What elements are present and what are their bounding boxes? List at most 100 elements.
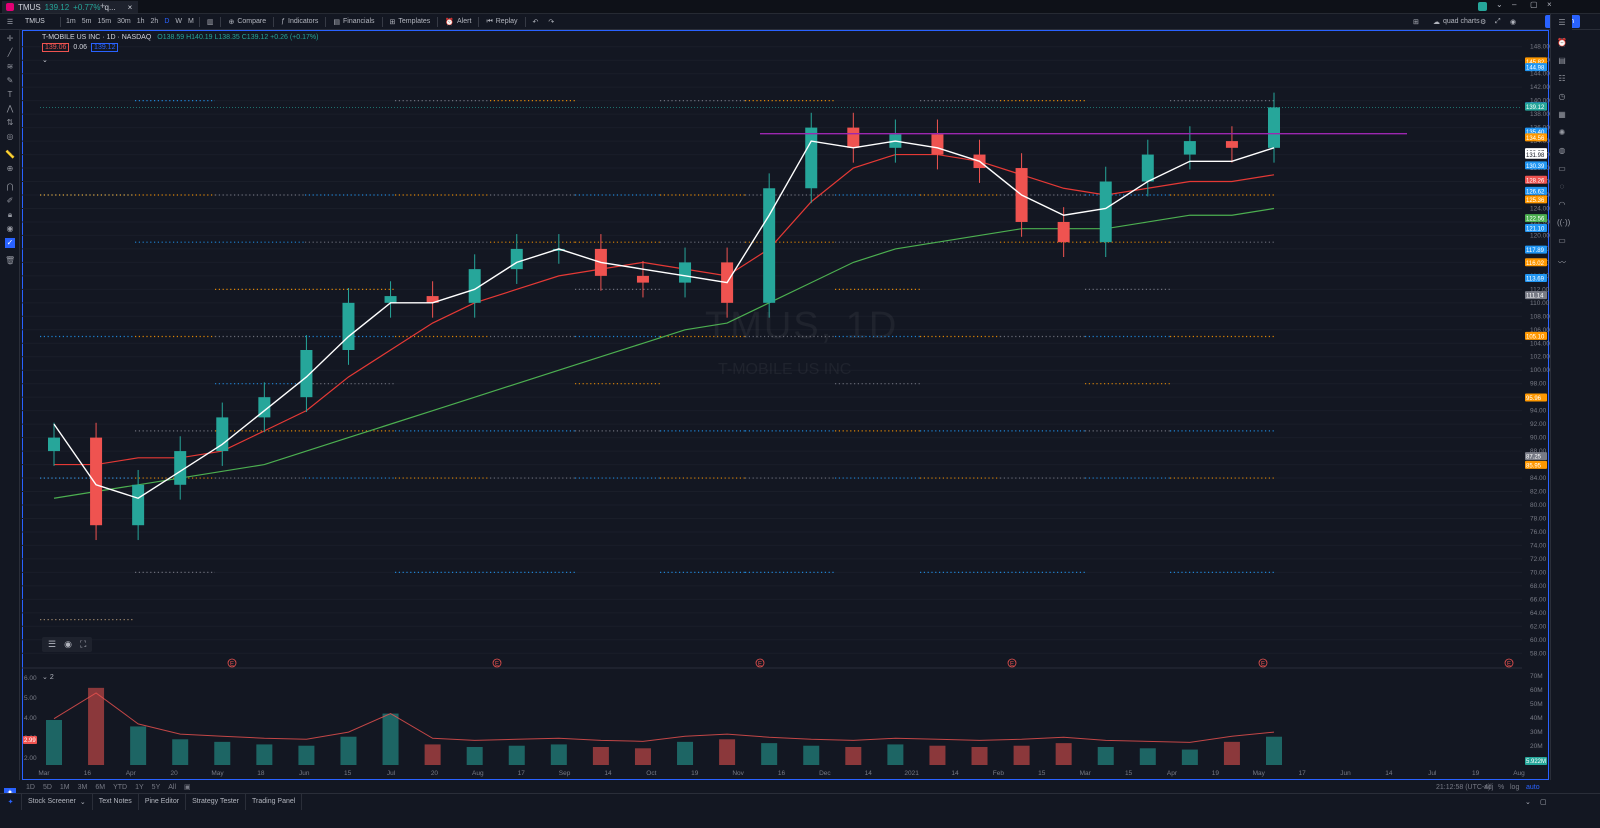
- auto-toggle[interactable]: auto: [1526, 783, 1540, 791]
- clock-time[interactable]: 21:12:58 (UTC-4): [1436, 783, 1491, 791]
- messages-icon[interactable]: ▭: [1558, 236, 1566, 245]
- range-1y[interactable]: 1Y: [135, 783, 144, 791]
- fullscreen-icon[interactable]: ⤢: [1495, 17, 1501, 25]
- bid-button[interactable]: 139.06: [42, 43, 70, 52]
- eye-icon[interactable]: ◎: [6, 132, 14, 141]
- prediction-icon[interactable]: ⇅: [6, 118, 14, 127]
- range-6m[interactable]: 6M: [95, 783, 106, 791]
- notifications-icon[interactable]: ◌: [1559, 182, 1565, 191]
- chat-icon[interactable]: ▭: [1558, 164, 1566, 173]
- close-icon[interactable]: ×: [127, 2, 133, 12]
- chevron-down-icon[interactable]: ⌄: [1496, 0, 1503, 9]
- watchlist-icon[interactable]: ☰: [1558, 18, 1566, 27]
- tradingview-logo-icon[interactable]: ✦: [0, 793, 22, 810]
- interval-m[interactable]: M: [187, 18, 194, 25]
- redo-icon[interactable]: ↷: [548, 18, 555, 26]
- templates-button[interactable]: ⊞ Templates: [385, 14, 436, 30]
- list-icon[interactable]: ☰: [48, 639, 57, 649]
- chart-frame[interactable]: [22, 30, 1549, 780]
- interval-15m[interactable]: 15m: [97, 18, 112, 25]
- new-tab-button[interactable]: +: [100, 1, 106, 11]
- range-all[interactable]: All: [168, 783, 177, 791]
- undo-icon[interactable]: ↶: [532, 18, 539, 26]
- close-window-icon[interactable]: ×: [1547, 0, 1552, 9]
- news-icon[interactable]: ▦: [1558, 110, 1566, 119]
- tab-pine-editor[interactable]: Pine Editor: [139, 793, 187, 810]
- lock-icon[interactable]: 🔒︎: [7, 210, 13, 219]
- layout-grid-icon[interactable]: ⊞: [1413, 18, 1419, 26]
- fib-icon[interactable]: ≋: [6, 62, 14, 71]
- streams-icon[interactable]: ◍: [1558, 146, 1566, 155]
- earnings-marker[interactable]: [755, 658, 765, 668]
- earnings-marker[interactable]: [492, 658, 502, 668]
- interval-1h[interactable]: 1h: [136, 18, 145, 25]
- chevron-down-icon[interactable]: ⌄: [42, 674, 48, 681]
- signal-icon[interactable]: ◠: [1558, 200, 1566, 209]
- interval-2h[interactable]: 2h: [150, 18, 159, 25]
- legend-title[interactable]: T-MOBILE US INC · 1D · NASDAQ: [42, 34, 152, 41]
- collapse-panel-icon[interactable]: ⌄: [1525, 798, 1531, 806]
- brush-icon[interactable]: ✎: [6, 76, 14, 85]
- range-1d[interactable]: 1D: [26, 783, 35, 791]
- interval-30m[interactable]: 30m: [117, 18, 131, 25]
- calendar-icon[interactable]: ◷: [1558, 92, 1566, 101]
- indicators-button[interactable]: ƒ Indicators: [276, 14, 323, 30]
- trash-icon[interactable]: 🗑︎: [5, 256, 16, 265]
- extension-icon[interactable]: [1478, 2, 1487, 11]
- range-5d[interactable]: 5D: [42, 783, 52, 791]
- pencil-lock-icon[interactable]: ✐: [6, 196, 14, 205]
- text-icon[interactable]: T: [7, 90, 13, 99]
- crosshair-icon[interactable]: ✛: [6, 34, 14, 43]
- eye-icon[interactable]: ◉: [64, 639, 72, 649]
- camera-icon[interactable]: ◉: [1510, 18, 1517, 26]
- range-3m[interactable]: 3M: [77, 783, 88, 791]
- layout-name-button[interactable]: ☁ quad charts: [1428, 14, 1485, 30]
- log-toggle[interactable]: log: [1510, 783, 1520, 791]
- menu-icon[interactable]: ☰: [6, 18, 14, 26]
- alerts-icon[interactable]: ⏰: [1557, 38, 1567, 47]
- interval-5m[interactable]: 5m: [81, 18, 92, 25]
- favorite-tool-icon[interactable]: ✓: [5, 238, 15, 248]
- settings-icon[interactable]: ⚙: [1480, 18, 1487, 26]
- tab-trading-panel[interactable]: Trading Panel: [246, 793, 303, 810]
- ruler-icon[interactable]: 📏: [5, 150, 15, 159]
- hotlist-icon[interactable]: ☷: [1558, 74, 1566, 83]
- replay-button[interactable]: ⏮ Replay: [481, 14, 522, 30]
- financials-button[interactable]: ▤ Financials: [328, 14, 379, 30]
- calendar-range-icon[interactable]: ▣: [184, 784, 191, 791]
- interval-1m[interactable]: 1m: [66, 18, 76, 25]
- symbol-search[interactable]: TMUS: [25, 18, 45, 25]
- ask-button[interactable]: 139.12: [91, 43, 119, 52]
- minimize-icon[interactable]: –: [1512, 0, 1517, 9]
- broadcast-icon[interactable]: ((·)): [1557, 218, 1571, 227]
- earnings-marker[interactable]: [227, 658, 237, 668]
- tab-strategy-tester[interactable]: Strategy Tester: [186, 793, 247, 810]
- chart-type-icon[interactable]: ▥: [206, 18, 214, 26]
- interval-d[interactable]: D: [164, 18, 170, 25]
- tab-stock-screener[interactable]: Stock Screener ⌄: [22, 793, 93, 810]
- zoom-icon[interactable]: ⊕: [6, 164, 14, 173]
- maximize-icon[interactable]: ▢: [1530, 0, 1538, 9]
- pattern-icon[interactable]: ⋀: [6, 104, 14, 113]
- collapse-legend-icon[interactable]: ⌄: [42, 57, 48, 64]
- maximize-panel-icon[interactable]: ▢: [1540, 798, 1547, 806]
- earnings-marker[interactable]: [1504, 658, 1514, 668]
- frame-icon[interactable]: ⛶: [79, 639, 87, 649]
- range-ytd[interactable]: YTD: [113, 783, 128, 791]
- compare-button[interactable]: ⊕ Compare: [223, 14, 271, 30]
- range-5y[interactable]: 5Y: [151, 783, 161, 791]
- percent-toggle[interactable]: %: [1498, 783, 1505, 791]
- data-window-icon[interactable]: ▤: [1558, 56, 1566, 65]
- interval-w[interactable]: W: [175, 18, 182, 25]
- earnings-marker[interactable]: [1258, 658, 1268, 668]
- ideas-icon[interactable]: ✺: [1558, 128, 1566, 137]
- tab-text-notes[interactable]: Text Notes: [93, 793, 139, 810]
- magnet-icon[interactable]: ⋂: [6, 182, 14, 191]
- trend-line-icon[interactable]: ╱: [7, 48, 13, 57]
- range-1m[interactable]: 1M: [59, 783, 70, 791]
- performance-icon[interactable]: 〰: [1558, 258, 1566, 267]
- visibility-icon[interactable]: ◉: [6, 224, 14, 233]
- earnings-marker[interactable]: [1007, 658, 1017, 668]
- adj-toggle[interactable]: adj: [1484, 783, 1494, 791]
